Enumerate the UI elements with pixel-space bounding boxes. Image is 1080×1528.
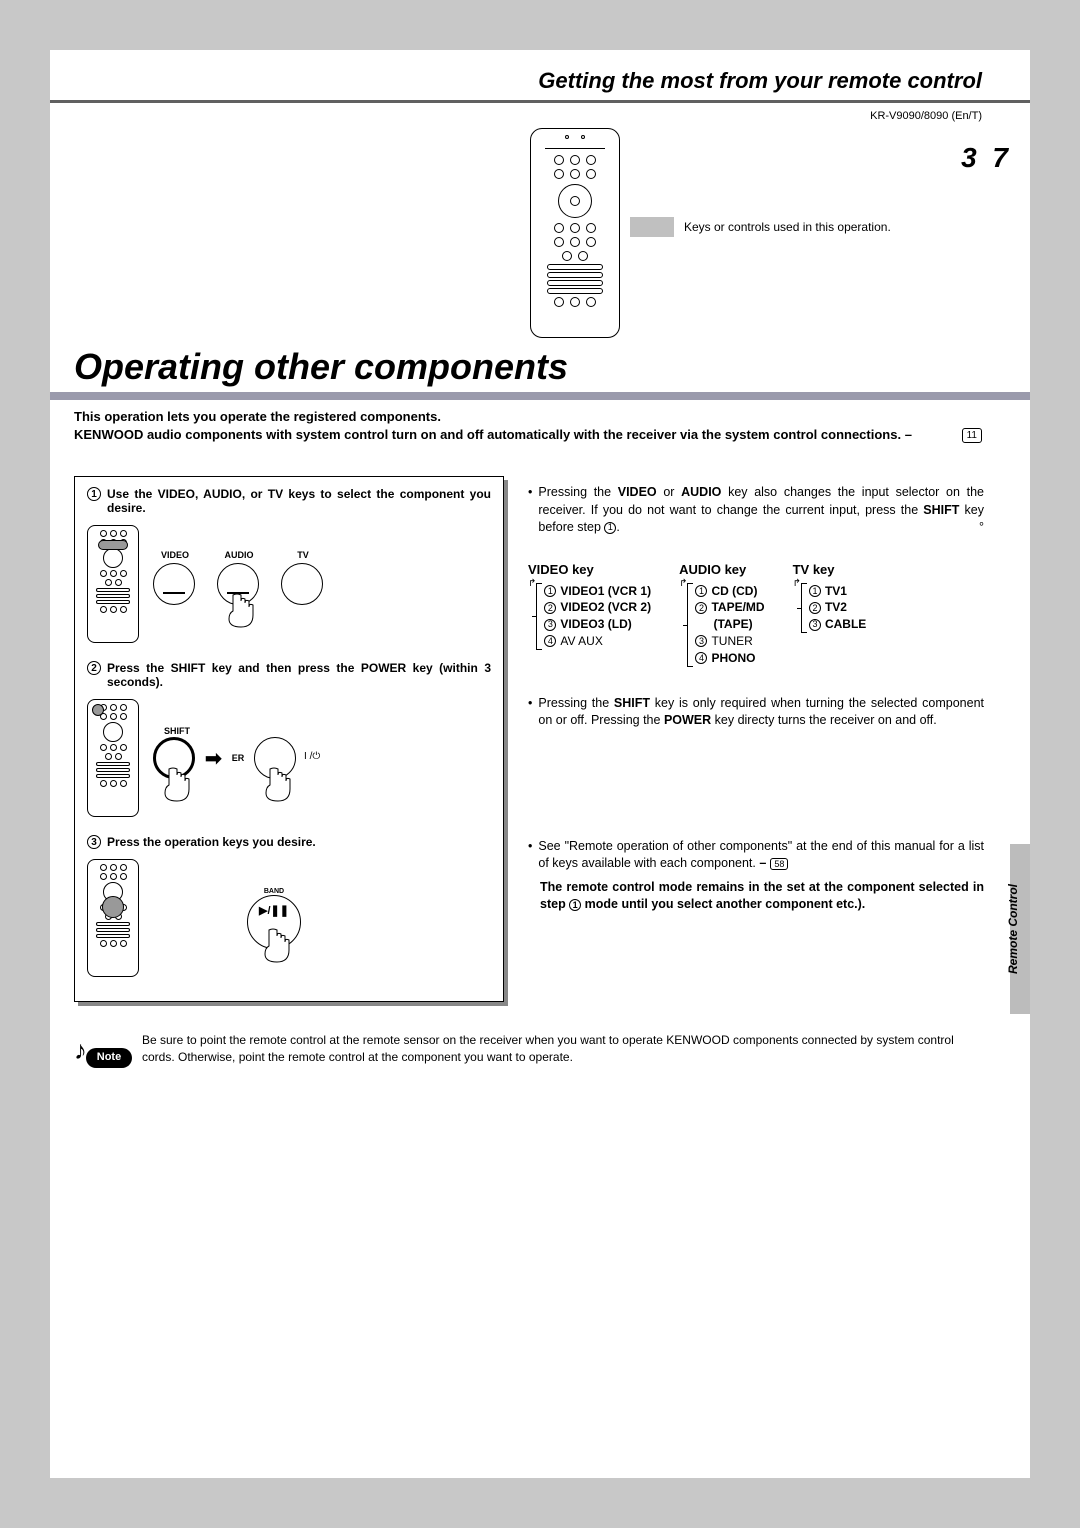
- p1a: Pressing the: [538, 485, 617, 499]
- audio-r2b: (TAPE): [713, 616, 752, 633]
- remote-overview: Keys or controls used in this operation.: [530, 128, 891, 338]
- hand-icon: [227, 593, 257, 629]
- video-r2: VIDEO2 (VCR 2): [560, 599, 651, 616]
- key-tables: VIDEO key ↱ 1 VIDEO1 (VCR 1) 2 VIDEO2 (V…: [528, 561, 984, 667]
- step2-heading: 2 Press the SHIFT key and then press the…: [87, 661, 491, 689]
- note-block: ♪ Note Be sure to point the remote contr…: [74, 1032, 984, 1076]
- p4b: mode until you select another component …: [581, 897, 865, 911]
- step3-heading: 3 Press the operation keys you desire.: [87, 835, 491, 849]
- tv-key-table: TV key ↱ 1 TV1 2 TV2 3 CABLE: [793, 561, 867, 667]
- remote-icon: [530, 128, 620, 338]
- video-head2: key: [568, 562, 593, 577]
- power-label: I /⏻: [304, 751, 320, 762]
- step3-figure: BAND ▶/❚❚: [87, 859, 491, 977]
- video-key-table: VIDEO key ↱ 1 VIDEO1 (VCR 1) 2 VIDEO2 (V…: [528, 561, 651, 667]
- right-column: • Pressing the VIDEO or AUDIO key also c…: [528, 484, 984, 914]
- audio-key-table: AUDIO key ↱ 1 CD (CD) 2 TAPE/MD (TAPE) 3…: [679, 561, 765, 667]
- page-ref-58: 58: [770, 858, 788, 870]
- hand-icon: [263, 928, 293, 964]
- page-number: 3 7: [961, 142, 1012, 174]
- video-r3: VIDEO3 (LD): [560, 616, 631, 633]
- step2-text: Press the SHIFT key and then press the P…: [107, 661, 491, 689]
- step1-figure: VIDEO AUDIO TV: [87, 525, 491, 643]
- intro-line2-text: KENWOOD audio components with system con…: [74, 427, 901, 442]
- p1d: AUDIO: [681, 485, 721, 499]
- video-r4: AV AUX: [560, 633, 602, 650]
- intro-line2: KENWOOD audio components with system con…: [74, 426, 982, 444]
- audio-r3: TUNER: [711, 633, 752, 650]
- audio-r2a: TAPE/MD: [711, 599, 764, 616]
- p4-step-ref: 1: [569, 899, 581, 911]
- section-tab-label: Remote Control: [1006, 884, 1020, 974]
- para4: The remote control mode remains in the s…: [528, 879, 984, 914]
- tv-r2: TV2: [825, 599, 847, 616]
- note-label: Note: [86, 1048, 132, 1068]
- step2-num: 2: [87, 661, 101, 675]
- tv-head: TV: [793, 562, 810, 577]
- section-title: Operating other components: [74, 346, 568, 388]
- step1-heading: 1 Use the VIDEO, AUDIO, or TV keys to se…: [87, 487, 491, 515]
- tv-key-icon: TV: [281, 563, 323, 605]
- hand-icon: [264, 767, 294, 803]
- header-title: Getting the most from your remote contro…: [538, 68, 982, 94]
- header: Getting the most from your remote contro…: [50, 50, 1030, 106]
- p2e: key directy turns the receiver on and of…: [711, 713, 937, 727]
- intro-text: This operation lets you operate the regi…: [74, 408, 982, 443]
- para1: • Pressing the VIDEO or AUDIO key also c…: [528, 484, 984, 537]
- step2-figure: SHIFT ➡ ER I /⏻: [87, 699, 491, 817]
- band-label: BAND: [247, 888, 301, 895]
- hand-icon: [163, 767, 193, 803]
- video-label: VIDEO: [145, 550, 205, 560]
- step3-text: Press the operation keys you desire.: [107, 835, 316, 849]
- mini-remote-icon: [87, 859, 139, 977]
- section-rule: [50, 392, 1030, 400]
- play-label: ▶/❚❚: [259, 904, 289, 917]
- step3-num: 3: [87, 835, 101, 849]
- video-key-icon: VIDEO: [153, 563, 195, 605]
- p1f: SHIFT: [923, 503, 959, 517]
- p2d: POWER: [664, 713, 711, 727]
- er-label: ER: [232, 753, 245, 763]
- p1b: VIDEO: [618, 485, 657, 499]
- audio-r4: PHONO: [711, 650, 755, 667]
- p1c: or: [657, 485, 681, 499]
- arrow-icon: ➡: [205, 746, 222, 771]
- shift-label: SHIFT: [147, 726, 207, 736]
- p3-dash: –: [759, 856, 766, 870]
- mini-remote-icon: [87, 699, 139, 817]
- step1-num: 1: [87, 487, 101, 501]
- p1-step-ref: 1: [604, 522, 616, 534]
- video-head: VIDEO: [528, 562, 568, 577]
- tv-r1: TV1: [825, 583, 847, 600]
- audio-head: AUDIO: [679, 562, 721, 577]
- manual-page: Getting the most from your remote contro…: [50, 50, 1030, 1478]
- p2b: SHIFT: [614, 696, 650, 710]
- p2a: Pressing the: [538, 696, 614, 710]
- audio-head2: key: [721, 562, 746, 577]
- tv-head2: key: [809, 562, 834, 577]
- p1h: .: [616, 520, 619, 534]
- para2: • Pressing the SHIFT key is only require…: [528, 695, 984, 730]
- note-text: Be sure to point the remote control at t…: [142, 1032, 984, 1066]
- ref-dash: –: [905, 427, 912, 442]
- mini-remote-icon: [87, 525, 139, 643]
- step1-text: Use the VIDEO, AUDIO, or TV keys to sele…: [107, 487, 491, 515]
- audio-label: AUDIO: [209, 550, 269, 560]
- keys-caption: Keys or controls used in this operation.: [684, 220, 891, 234]
- steps-panel: 1 Use the VIDEO, AUDIO, or TV keys to se…: [74, 476, 504, 1002]
- header-rule: [50, 100, 1030, 103]
- audio-r1: CD (CD): [711, 583, 757, 600]
- section-tab: Remote Control: [1010, 844, 1030, 1014]
- model-number: KR-V9090/8090 (En/T): [870, 110, 982, 122]
- intro-line1: This operation lets you operate the regi…: [74, 408, 982, 426]
- page-ref: 11: [962, 428, 982, 444]
- para3: • See "Remote operation of other compone…: [528, 838, 984, 873]
- note-icon: ♪ Note: [74, 1032, 130, 1076]
- video-r1: VIDEO1 (VCR 1): [560, 583, 651, 600]
- tv-r3: CABLE: [825, 616, 866, 633]
- swatch-icon: [630, 217, 674, 237]
- tv-label: TV: [273, 550, 333, 560]
